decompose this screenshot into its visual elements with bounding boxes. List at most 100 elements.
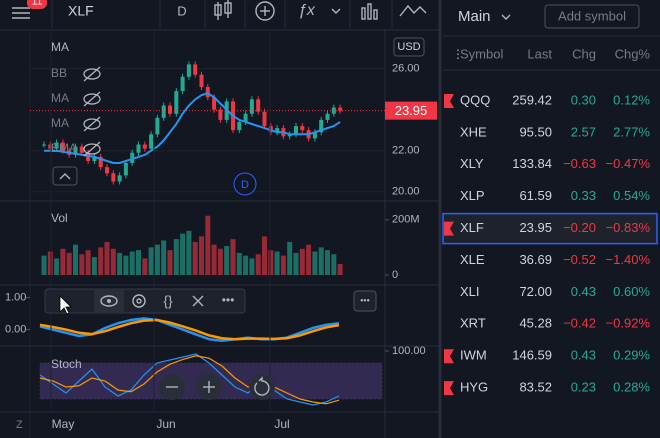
row-symbol[interactable]: XLE (460, 252, 485, 267)
stoch-line (39, 353, 340, 406)
volume-bar (205, 215, 211, 275)
row-last: 95.50 (519, 124, 552, 139)
more-button[interactable]: ••• (222, 293, 235, 307)
row-change-pct: 0.29% (613, 348, 650, 363)
row-change: 0.23 (571, 380, 596, 395)
row-change: 0.33 (571, 188, 596, 203)
row-flag (444, 381, 454, 396)
candle (92, 156, 97, 161)
last-price-label: 23.95 (395, 103, 428, 118)
candle (54, 142, 59, 149)
volume-bar (262, 236, 267, 275)
volume-bar (331, 254, 337, 275)
row-change-pct: 0.12% (613, 92, 650, 107)
column-header[interactable]: Chg% (615, 46, 651, 61)
compare-button[interactable] (255, 1, 275, 21)
remove-button[interactable] (192, 295, 204, 307)
indicators-icon[interactable]: ƒx (298, 2, 316, 19)
pane-menu-button[interactable] (353, 290, 377, 312)
row-flag (444, 349, 454, 364)
candle (268, 126, 273, 133)
volume-bar (161, 240, 167, 275)
column-header[interactable]: Symbol (460, 46, 503, 61)
watchlist-title[interactable]: Main (458, 8, 491, 25)
candle (42, 144, 46, 146)
candle (300, 126, 305, 131)
bars-button[interactable] (361, 3, 378, 20)
settings-button[interactable] (132, 294, 146, 308)
volume-bar (274, 251, 280, 275)
cursor (59, 295, 72, 315)
row-symbol[interactable]: XHE (460, 124, 487, 139)
volume-title: Vol (51, 211, 68, 225)
chart-type-button[interactable] (214, 0, 232, 20)
x-tick-label: Jul (274, 417, 289, 431)
candle (60, 142, 65, 151)
row-symbol[interactable]: XLI (460, 284, 480, 299)
line-tool-button[interactable] (399, 4, 427, 17)
row-last: 23.95 (519, 220, 552, 235)
row-symbol[interactable]: QQQ (460, 92, 490, 107)
reset-button[interactable] (249, 374, 275, 400)
currency-box[interactable] (393, 37, 425, 57)
visibility-button[interactable] (100, 295, 118, 307)
hidden-icon-slash (83, 91, 101, 107)
volume-bar (73, 244, 78, 275)
candle (98, 156, 103, 168)
candle (48, 144, 53, 149)
row-last: 146.59 (512, 348, 552, 363)
timezone-z[interactable]: Z (16, 419, 23, 431)
candle (262, 111, 267, 127)
dropdown-arrow (331, 8, 341, 14)
row-change-pct: −0.83% (606, 220, 651, 235)
row-symbol[interactable]: IWM (460, 348, 487, 363)
source-button[interactable]: {} (163, 293, 173, 309)
collapse-button[interactable] (52, 166, 78, 186)
candle (155, 117, 160, 135)
stoch-line (39, 355, 340, 405)
indicator-toolbar: {} ••• ••• (44, 288, 377, 315)
volume-bar (60, 248, 66, 275)
add-symbol-box[interactable] (544, 4, 640, 29)
volume-bar (268, 250, 274, 275)
candle (212, 97, 217, 110)
row-flag (444, 94, 454, 108)
candle (79, 146, 84, 153)
volume-bar (173, 239, 179, 275)
legend-indicator: BB (51, 66, 67, 80)
price-tick-label: 20.00 (392, 186, 420, 198)
watchlist-dropdown[interactable] (501, 14, 511, 20)
hidden-icon[interactable] (83, 118, 101, 130)
hidden-icon[interactable] (83, 68, 101, 80)
row-symbol[interactable]: HYG (460, 380, 488, 395)
ma-line (44, 92, 341, 164)
selected-row[interactable] (442, 212, 658, 245)
volume-bar (85, 250, 91, 275)
row-change-pct: 0.28% (613, 380, 650, 395)
volume-bar (293, 252, 299, 275)
row-symbol[interactable]: XRT (460, 316, 486, 331)
row-symbol[interactable]: XLF (460, 220, 484, 235)
candle (243, 113, 248, 122)
volume-bar (104, 241, 110, 275)
hidden-icon[interactable] (83, 143, 101, 155)
candle (193, 64, 198, 75)
dividend-marker[interactable] (233, 172, 257, 196)
column-header[interactable]: Chg (572, 46, 596, 61)
interval[interactable]: D (177, 3, 186, 18)
row-flag (444, 221, 454, 236)
column-header[interactable]: Last (527, 46, 552, 61)
volume-bar (186, 230, 192, 275)
badge (27, 0, 47, 9)
row-change: 0.30 (571, 92, 596, 107)
row-change: −0.63 (563, 156, 596, 171)
volume-bar (287, 241, 293, 275)
drag-handle: ⋮ (452, 47, 464, 61)
hidden-icon[interactable] (83, 93, 101, 105)
menu-button[interactable] (12, 7, 30, 19)
row-change-pct: 2.77% (613, 124, 650, 139)
volume-bar (98, 247, 104, 275)
row-symbol[interactable]: XLY (460, 156, 484, 171)
symbol[interactable]: XLF (68, 3, 94, 19)
row-symbol[interactable]: XLP (460, 188, 485, 203)
